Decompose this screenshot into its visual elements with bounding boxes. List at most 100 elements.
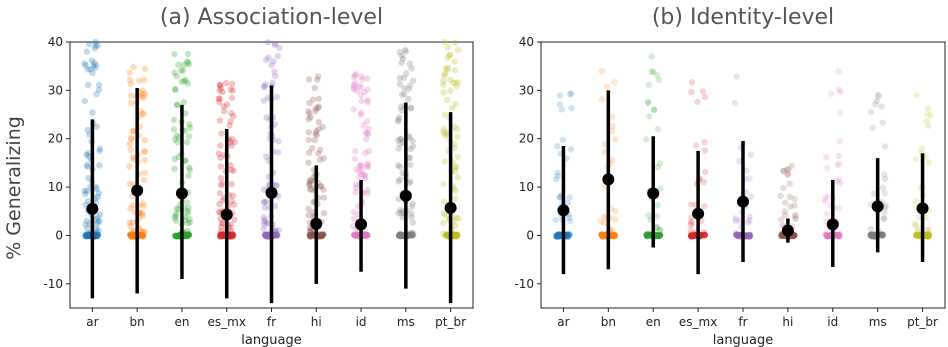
data-point bbox=[567, 90, 575, 97]
data-point bbox=[94, 218, 102, 226]
x-tick-label-ar: ar bbox=[557, 315, 569, 329]
data-point bbox=[784, 171, 791, 178]
data-point bbox=[440, 129, 447, 136]
data-point bbox=[396, 135, 404, 143]
data-point bbox=[454, 133, 461, 140]
data-point bbox=[305, 205, 312, 213]
data-point bbox=[394, 136, 402, 144]
data-point bbox=[305, 108, 312, 115]
data-point bbox=[644, 98, 652, 106]
x-tick-label-pt_br: pt_br bbox=[907, 315, 938, 329]
mean-point-ms bbox=[871, 200, 884, 213]
data-point bbox=[263, 198, 270, 205]
data-point bbox=[272, 228, 280, 235]
data-point bbox=[441, 111, 449, 119]
data-point bbox=[216, 98, 223, 106]
x-tick-label-es_mx: es_mx bbox=[679, 315, 717, 329]
data-point bbox=[84, 149, 92, 157]
data-point bbox=[611, 216, 619, 223]
y-tick-label: 30 bbox=[48, 83, 63, 97]
data-point bbox=[92, 225, 100, 233]
data-point bbox=[654, 201, 662, 209]
data-point bbox=[127, 135, 135, 142]
data-point bbox=[780, 167, 787, 175]
data-point bbox=[306, 181, 313, 188]
data-point bbox=[733, 73, 740, 80]
data-point bbox=[788, 162, 795, 169]
y-tick-label: 20 bbox=[48, 132, 63, 146]
data-point bbox=[397, 103, 405, 111]
data-point bbox=[81, 187, 88, 195]
data-point bbox=[440, 219, 447, 227]
data-point bbox=[171, 165, 178, 172]
data-point bbox=[130, 63, 137, 71]
data-point bbox=[81, 60, 88, 67]
data-point bbox=[315, 125, 322, 133]
x-tick-label-en: en bbox=[174, 315, 189, 329]
data-point bbox=[141, 65, 149, 73]
data-point bbox=[172, 212, 180, 220]
data-point bbox=[913, 91, 920, 99]
data-point bbox=[311, 84, 318, 92]
data-point bbox=[452, 39, 459, 46]
data-point bbox=[171, 155, 179, 163]
data-point bbox=[217, 163, 225, 170]
data-point bbox=[96, 145, 104, 152]
data-point bbox=[925, 231, 933, 238]
data-point bbox=[172, 86, 179, 93]
data-point bbox=[84, 81, 92, 89]
data-point bbox=[566, 217, 574, 225]
data-point bbox=[357, 161, 364, 169]
data-point bbox=[698, 217, 705, 225]
data-point bbox=[406, 60, 413, 67]
data-point bbox=[408, 213, 415, 221]
data-point bbox=[364, 75, 371, 82]
data-point bbox=[556, 92, 563, 99]
data-point bbox=[821, 195, 829, 202]
y-tick-label: 40 bbox=[48, 35, 63, 49]
data-point bbox=[406, 134, 413, 141]
data-point bbox=[94, 42, 102, 49]
data-point bbox=[598, 96, 606, 103]
data-point bbox=[264, 94, 272, 101]
data-point bbox=[270, 58, 277, 65]
data-point bbox=[139, 210, 146, 217]
data-point bbox=[792, 213, 799, 220]
data-point bbox=[397, 230, 404, 237]
data-point bbox=[185, 60, 193, 68]
y-tick-label: 20 bbox=[519, 132, 534, 146]
data-point bbox=[828, 90, 835, 97]
data-point bbox=[395, 114, 403, 121]
y-tick-label: 10 bbox=[48, 180, 63, 194]
data-point bbox=[186, 124, 194, 131]
data-point bbox=[361, 88, 368, 96]
data-point bbox=[452, 79, 459, 86]
x-tick-label-id: id bbox=[356, 315, 367, 329]
data-point bbox=[834, 178, 841, 185]
data-point bbox=[732, 217, 739, 225]
data-point bbox=[440, 180, 447, 188]
data-point bbox=[363, 135, 370, 143]
data-point bbox=[824, 232, 832, 239]
data-point bbox=[823, 154, 830, 161]
data-point bbox=[792, 215, 799, 223]
mean-point-hi bbox=[310, 217, 323, 230]
data-point bbox=[93, 90, 100, 98]
data-point bbox=[184, 208, 192, 215]
data-point bbox=[612, 207, 619, 215]
data-point bbox=[409, 200, 416, 207]
data-point bbox=[307, 114, 314, 121]
data-point bbox=[231, 139, 238, 146]
data-point bbox=[702, 168, 709, 176]
data-point bbox=[217, 231, 225, 239]
data-point bbox=[226, 122, 233, 129]
data-point bbox=[268, 61, 275, 69]
mean-point-en bbox=[175, 187, 188, 200]
data-point bbox=[654, 125, 662, 133]
data-point bbox=[261, 198, 268, 205]
data-point bbox=[362, 129, 369, 136]
data-point bbox=[834, 162, 841, 169]
data-point bbox=[222, 79, 230, 87]
data-point bbox=[217, 142, 224, 149]
data-point bbox=[273, 182, 280, 189]
